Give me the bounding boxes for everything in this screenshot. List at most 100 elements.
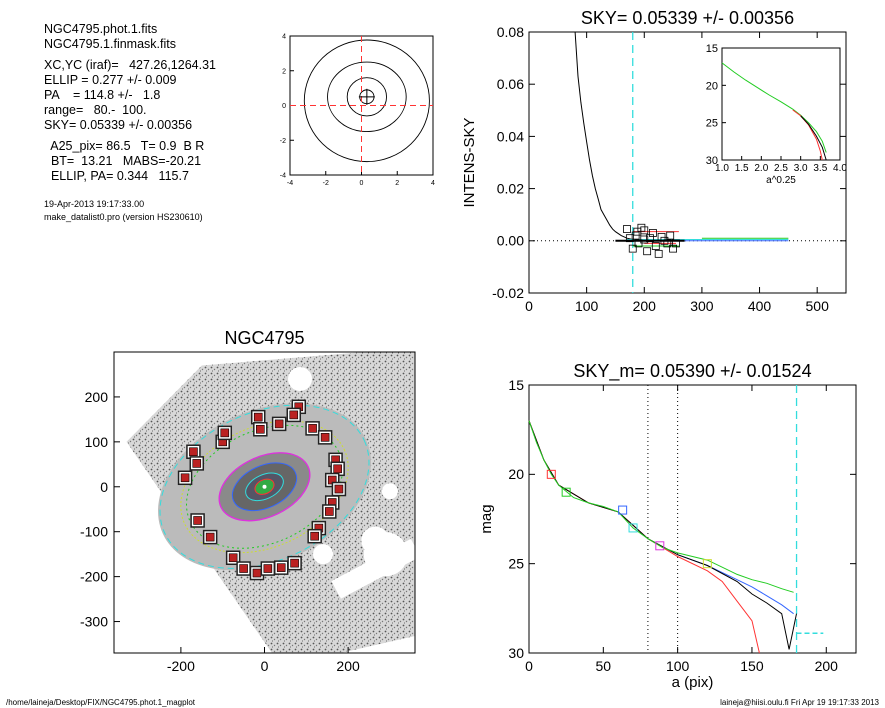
y-tick-label: 25 bbox=[508, 556, 524, 572]
mask-square-core bbox=[252, 568, 262, 578]
y-tick-label: 25 bbox=[706, 118, 718, 130]
y-tick-label: -200 bbox=[80, 569, 108, 585]
x-tick-label: 150 bbox=[740, 658, 764, 674]
inset-red-line bbox=[792, 109, 823, 161]
mask-square-core bbox=[333, 464, 342, 474]
inset-black-line bbox=[800, 115, 827, 161]
sky-square bbox=[631, 231, 640, 240]
isophote bbox=[180, 420, 349, 554]
sky-plot-ylabel: INTENS-SKY bbox=[461, 117, 478, 207]
sky-square bbox=[657, 232, 666, 241]
sky-square bbox=[623, 225, 631, 233]
info-date: 19-Apr-2013 19:17:33.00 bbox=[44, 199, 145, 209]
mask-square-core bbox=[334, 484, 344, 494]
isophote bbox=[186, 424, 343, 549]
mag-plot-ylabel: mag bbox=[478, 504, 495, 533]
x-tick-label: -4 bbox=[287, 180, 293, 187]
x-tick-label: 2.0 bbox=[754, 163, 768, 174]
mag-square bbox=[655, 541, 665, 551]
mag-square bbox=[618, 505, 628, 515]
x-tick-label: 4 bbox=[431, 180, 435, 187]
mask-square-core bbox=[263, 564, 273, 573]
mask-square-core bbox=[274, 419, 284, 429]
contour-ring bbox=[346, 77, 387, 117]
x-tick-label: -200 bbox=[167, 658, 195, 674]
mask-square-core bbox=[205, 532, 215, 542]
image-layer bbox=[126, 352, 415, 653]
sky-square bbox=[625, 234, 634, 243]
masked-star bbox=[288, 366, 313, 391]
x-tick-label: 300 bbox=[690, 298, 714, 314]
y-tick-label: -0.02 bbox=[492, 285, 524, 301]
y-tick-label: 200 bbox=[85, 389, 109, 405]
sky-square bbox=[640, 235, 649, 244]
mag-green-line bbox=[528, 420, 794, 593]
x-tick-label: 0 bbox=[525, 658, 533, 674]
masked-star bbox=[381, 483, 398, 500]
image-title: NGC4795 bbox=[224, 328, 304, 348]
x-tick-label: 2 bbox=[395, 180, 399, 187]
mask-square-core bbox=[320, 433, 330, 442]
contour-ring bbox=[327, 61, 407, 133]
info-line: NGC4795.1.finmask.fits bbox=[44, 37, 176, 51]
mask-square-core bbox=[189, 447, 198, 457]
mask-square-core bbox=[220, 428, 230, 438]
mask-square-core bbox=[276, 563, 286, 572]
info-panel: NGC4795.phot.1.fits NGC4795.1.finmask.fit… bbox=[44, 22, 216, 224]
x-tick-label: 400 bbox=[748, 298, 772, 314]
x-tick-label: 0 bbox=[261, 658, 269, 674]
y-tick-label: 30 bbox=[508, 645, 524, 661]
sky-square bbox=[646, 234, 654, 243]
sky-square bbox=[666, 231, 675, 240]
y-tick-label: 0 bbox=[100, 479, 108, 495]
mask-square-core bbox=[310, 531, 319, 541]
sky-plot-title: SKY= 0.05339 +/- 0.00356 bbox=[581, 8, 794, 28]
y-tick-label: -100 bbox=[80, 524, 108, 540]
mask-square-core bbox=[290, 558, 299, 568]
mask-square-core bbox=[308, 424, 317, 433]
y-tick-label: 20 bbox=[706, 80, 718, 92]
sky-profile bbox=[574, 31, 679, 242]
y-tick-label: 0.02 bbox=[497, 181, 524, 197]
x-tick-label: 200 bbox=[633, 298, 657, 314]
x-tick-label: 1.0 bbox=[715, 163, 729, 174]
y-tick-label: 4 bbox=[282, 34, 286, 41]
mag-red-line bbox=[528, 420, 760, 654]
sky-square bbox=[663, 239, 672, 248]
sky-square bbox=[669, 244, 677, 253]
y-tick-label: 30 bbox=[706, 155, 718, 167]
info-line: BT= 13.21 MABS=-20.21 bbox=[44, 154, 202, 168]
y-tick-label: 0 bbox=[282, 103, 286, 110]
x-tick-label: 3.0 bbox=[794, 163, 808, 174]
mask-square-core bbox=[289, 410, 299, 420]
isophote bbox=[159, 404, 370, 569]
galaxy-nucleus bbox=[262, 484, 267, 489]
sky-square bbox=[640, 226, 649, 235]
y-tick-label: 20 bbox=[508, 466, 524, 482]
x-tick-label: 0 bbox=[360, 180, 364, 187]
mask-square-core bbox=[192, 459, 202, 468]
sky-square bbox=[672, 239, 680, 248]
sky-plot-frame bbox=[528, 31, 847, 294]
inset-green-line bbox=[721, 62, 827, 153]
footer-path: /home/laineja/Desktop/FIX/NGC4795.phot.1… bbox=[6, 698, 195, 707]
sky-square bbox=[649, 229, 657, 237]
y-tick-label: 0.08 bbox=[497, 24, 524, 40]
info-program: make_datalist0.pro (version HS230610) bbox=[44, 212, 203, 222]
mask-square-core bbox=[193, 516, 202, 525]
y-tick-label: 0.04 bbox=[497, 128, 524, 144]
y-tick-label: 0.06 bbox=[497, 76, 524, 92]
info-line: ELLIP = 0.277 +/- 0.009 bbox=[44, 73, 177, 87]
x-tick-label: 100 bbox=[666, 658, 690, 674]
x-tick-label: 200 bbox=[815, 658, 839, 674]
y-tick-label: -2 bbox=[280, 138, 286, 145]
info-line: SKY= 0.05339 +/- 0.00356 bbox=[44, 118, 193, 132]
inset-frame bbox=[721, 47, 841, 161]
mag-plot-title: SKY_m= 0.05390 +/- 0.01524 bbox=[573, 361, 811, 382]
masked-strip bbox=[331, 538, 415, 599]
x-tick-label: 100 bbox=[575, 298, 599, 314]
sky-square bbox=[643, 247, 652, 256]
mask-square-core bbox=[256, 424, 265, 434]
footer-user-date: laineja@hiisi.oulu.fi Fri Apr 19 19:17:3… bbox=[720, 698, 879, 707]
x-tick-label: 3.5 bbox=[813, 163, 827, 174]
